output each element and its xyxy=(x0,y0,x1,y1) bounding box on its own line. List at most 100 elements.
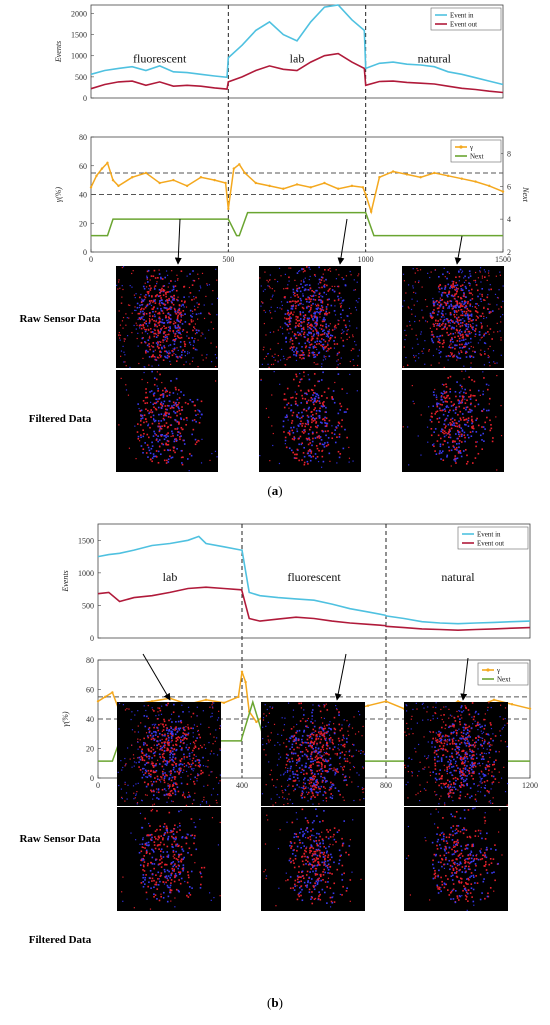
event-pixel xyxy=(136,802,139,804)
event-pixel xyxy=(314,720,316,722)
event-pixel xyxy=(338,757,341,759)
event-pixel xyxy=(500,339,502,341)
event-pixel xyxy=(321,295,324,298)
event-pixel xyxy=(489,328,492,330)
event-pixel xyxy=(167,312,170,315)
event-pixel xyxy=(161,788,164,791)
event-pixel xyxy=(470,341,472,343)
event-pixel xyxy=(118,334,120,337)
event-pixel xyxy=(175,720,177,723)
event-pixel xyxy=(170,718,172,720)
event-pixel xyxy=(486,748,488,750)
event-pixel xyxy=(158,732,161,735)
event-pixel xyxy=(460,419,462,421)
event-pixel xyxy=(158,324,161,327)
raw-sensor-thumbnail xyxy=(402,266,504,369)
event-pixel xyxy=(346,758,348,760)
event-pixel xyxy=(338,714,340,716)
raw-sensor-thumbnail xyxy=(259,266,361,369)
event-pixel xyxy=(142,435,145,438)
event-pixel xyxy=(165,408,167,411)
event-pixel xyxy=(167,461,170,463)
event-pixel xyxy=(451,752,453,755)
event-pixel xyxy=(161,346,163,349)
event-pixel xyxy=(168,741,170,744)
event-pixel xyxy=(171,432,174,435)
event-pixel xyxy=(302,415,304,417)
event-pixel xyxy=(321,325,324,327)
event-pixel xyxy=(136,324,138,326)
event-pixel xyxy=(175,783,178,786)
event-pixel xyxy=(438,417,441,419)
event-pixel xyxy=(304,398,307,400)
event-pixel xyxy=(466,406,469,408)
event-pixel xyxy=(292,716,294,718)
event-pixel xyxy=(308,301,311,304)
raw-sensor-thumbnail xyxy=(117,702,222,807)
event-pixel xyxy=(170,741,172,743)
event-pixel xyxy=(442,322,444,325)
event-pixel xyxy=(144,330,147,333)
event-pixel xyxy=(464,324,467,327)
event-pixel xyxy=(136,431,139,433)
event-pixel xyxy=(313,351,316,354)
event-pixel xyxy=(361,735,363,737)
event-pixel xyxy=(303,777,306,779)
event-pixel xyxy=(287,419,289,421)
event-pixel xyxy=(270,732,272,734)
event-pixel xyxy=(320,755,323,757)
event-pixel xyxy=(475,800,478,802)
event-pixel xyxy=(149,426,151,429)
event-pixel xyxy=(407,306,409,308)
event-pixel xyxy=(300,771,302,774)
event-pixel xyxy=(153,313,156,316)
event-pixel xyxy=(339,362,341,365)
event-pixel xyxy=(286,318,288,320)
event-pixel xyxy=(125,792,128,794)
event-pixel xyxy=(426,321,429,323)
event-pixel xyxy=(200,400,203,403)
event-pixel xyxy=(147,350,149,353)
event-pixel xyxy=(464,343,466,345)
event-pixel xyxy=(339,306,342,308)
event-pixel xyxy=(188,352,190,354)
event-pixel xyxy=(311,778,314,781)
gamma-point xyxy=(185,184,189,188)
event-pixel xyxy=(266,708,268,711)
event-pixel xyxy=(151,422,154,425)
event-pixel xyxy=(483,307,485,309)
event-pixel xyxy=(459,346,461,349)
event-pixel xyxy=(153,319,155,322)
event-pixel xyxy=(153,771,156,773)
event-pixel xyxy=(170,457,173,459)
event-pixel xyxy=(433,303,435,306)
event-pixel xyxy=(163,435,166,437)
event-pixel xyxy=(181,704,183,706)
event-pixel xyxy=(156,797,158,799)
event-pixel xyxy=(296,428,298,430)
event-pixel xyxy=(469,299,472,302)
event-pixel xyxy=(502,285,504,287)
gamma-point xyxy=(369,210,373,213)
event-pixel xyxy=(314,313,316,315)
event-pixel xyxy=(134,797,136,799)
event-pixel xyxy=(216,802,218,804)
event-pixel xyxy=(187,403,189,405)
event-pixel xyxy=(159,709,162,712)
event-pixel xyxy=(449,433,451,436)
event-pixel xyxy=(178,397,181,399)
event-pixel xyxy=(150,300,153,302)
event-pixel xyxy=(464,275,466,278)
event-pixel xyxy=(453,311,456,314)
event-pixel xyxy=(298,323,301,325)
event-pixel xyxy=(149,734,152,737)
event-pixel xyxy=(479,270,481,272)
event-pixel xyxy=(456,422,458,425)
event-pixel xyxy=(143,759,146,762)
event-pixel xyxy=(147,292,150,295)
event-pixel xyxy=(437,307,440,309)
event-pixel xyxy=(144,366,146,368)
event-pixel xyxy=(471,294,474,296)
event-pixel xyxy=(331,432,333,434)
event-pixel xyxy=(303,321,305,323)
